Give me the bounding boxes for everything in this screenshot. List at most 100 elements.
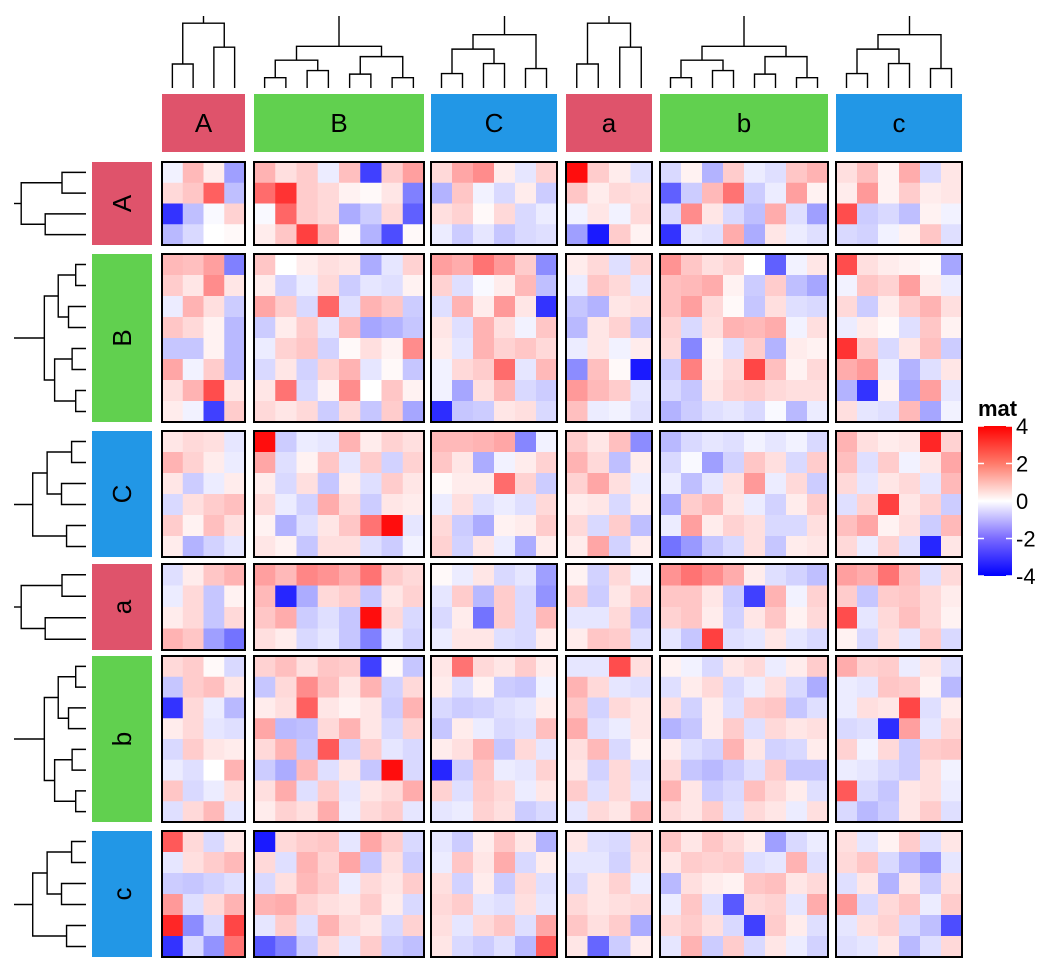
dendrogram-branch [65,924,86,948]
heatmap-cell [515,873,537,895]
heatmap-cell [660,564,682,587]
heatmap-cell [339,296,361,318]
slice-border [835,253,963,423]
heatmap-cell [786,607,808,630]
heatmap-cell [402,628,425,651]
heatmap-cell [630,936,653,958]
heatmap-cell [681,585,703,608]
heatmap-cell [587,494,610,516]
heatmap-cell [765,254,787,276]
heatmap-cell [275,780,298,802]
heatmap-cell [494,401,516,423]
slice-border [659,830,829,958]
heatmap-cell [899,359,921,381]
heatmap-cell [402,894,425,916]
heatmap-cell [807,801,829,823]
heatmap-cell [609,739,632,761]
heatmap-cell [254,656,276,678]
heatmap-cell [609,182,632,205]
heatmap-cell [660,162,682,184]
heatmap-cell [275,162,298,184]
heatmap-cell [254,628,276,651]
heatmap-cell [857,894,879,916]
heatmap-cell [402,473,425,495]
heatmap-cell [296,852,319,874]
heatmap-cell [878,831,900,853]
heatmap-cell [473,431,495,453]
heatmap-cell [536,515,558,537]
heatmap-cell [296,718,319,740]
heatmap-cell [807,380,829,402]
heatmap-cell [317,676,340,699]
heatmap-cell [920,894,942,916]
heatmap-cell [941,494,963,516]
heatmap-cell [515,380,537,402]
heatmap-cell [360,380,383,402]
heatmap-cell [744,224,766,246]
heatmap-cell [224,296,246,318]
heatmap-cell [182,936,205,958]
heatmap-cell [536,697,558,719]
heatmap-cell [630,628,653,651]
heatmap-cell [254,203,276,225]
heatmap-cell [224,473,246,495]
heatmap-cell [224,359,246,381]
heatmap-cell [878,296,900,318]
slice-border [430,655,558,823]
heatmap-cell [587,894,610,916]
heatmap-cell [630,852,653,874]
row-group-strip [92,564,152,650]
heatmap-cell [360,275,383,297]
heatmap-cell [182,564,205,587]
heatmap-cell [275,182,298,205]
heatmap-cell [857,873,879,895]
heatmap-cell [681,182,703,205]
heatmap-cell [660,536,682,558]
heatmap-cell [402,697,425,719]
column-group-strip [566,94,652,152]
dendrogram-branch [711,69,735,88]
heatmap-cell [224,254,246,276]
heatmap-cell [339,536,361,558]
heatmap-cell [744,936,766,958]
heatmap-cell [381,254,404,276]
heatmap-cell [431,380,453,402]
heatmap-cell [203,628,225,651]
heatmap-cell [515,915,537,937]
row-group-strip [92,254,152,422]
heatmap-cell [452,585,474,608]
heatmap-cell [254,585,276,608]
heatmap-cell [182,873,205,895]
heatmap-cell [630,401,653,423]
dendrogram-branch [887,62,911,88]
heatmap-cell [941,401,963,423]
heatmap-cell [941,801,963,823]
heatmap-cell [182,275,205,297]
heatmap-cell [360,162,383,184]
heatmap-cell [402,275,425,297]
heatmap-cell [630,473,653,495]
row-group-label: A [107,194,137,212]
heatmap-cell [254,515,276,537]
heatmap-cell [162,739,184,761]
heatmap-cell [431,317,453,339]
heatmap-cell [836,936,858,958]
heatmap-cell [744,359,766,381]
heatmap-cell [702,401,724,423]
heatmap-cell [431,224,453,246]
heatmap-cell [182,585,205,608]
heatmap-cell [836,182,858,205]
heatmap-cell [254,831,276,853]
heatmap-cell [807,831,829,853]
heatmap-cell [381,275,404,297]
slice-border [161,161,246,246]
heatmap-cell [203,431,225,453]
heatmap-cell [339,452,361,474]
heatmap-cell [339,676,361,699]
heatmap-cell [317,296,340,318]
heatmap-cell [587,915,610,937]
heatmap-cell [431,359,453,381]
heatmap-cell [203,338,225,360]
heatmap-cell [920,182,942,205]
slice-border [835,563,963,651]
